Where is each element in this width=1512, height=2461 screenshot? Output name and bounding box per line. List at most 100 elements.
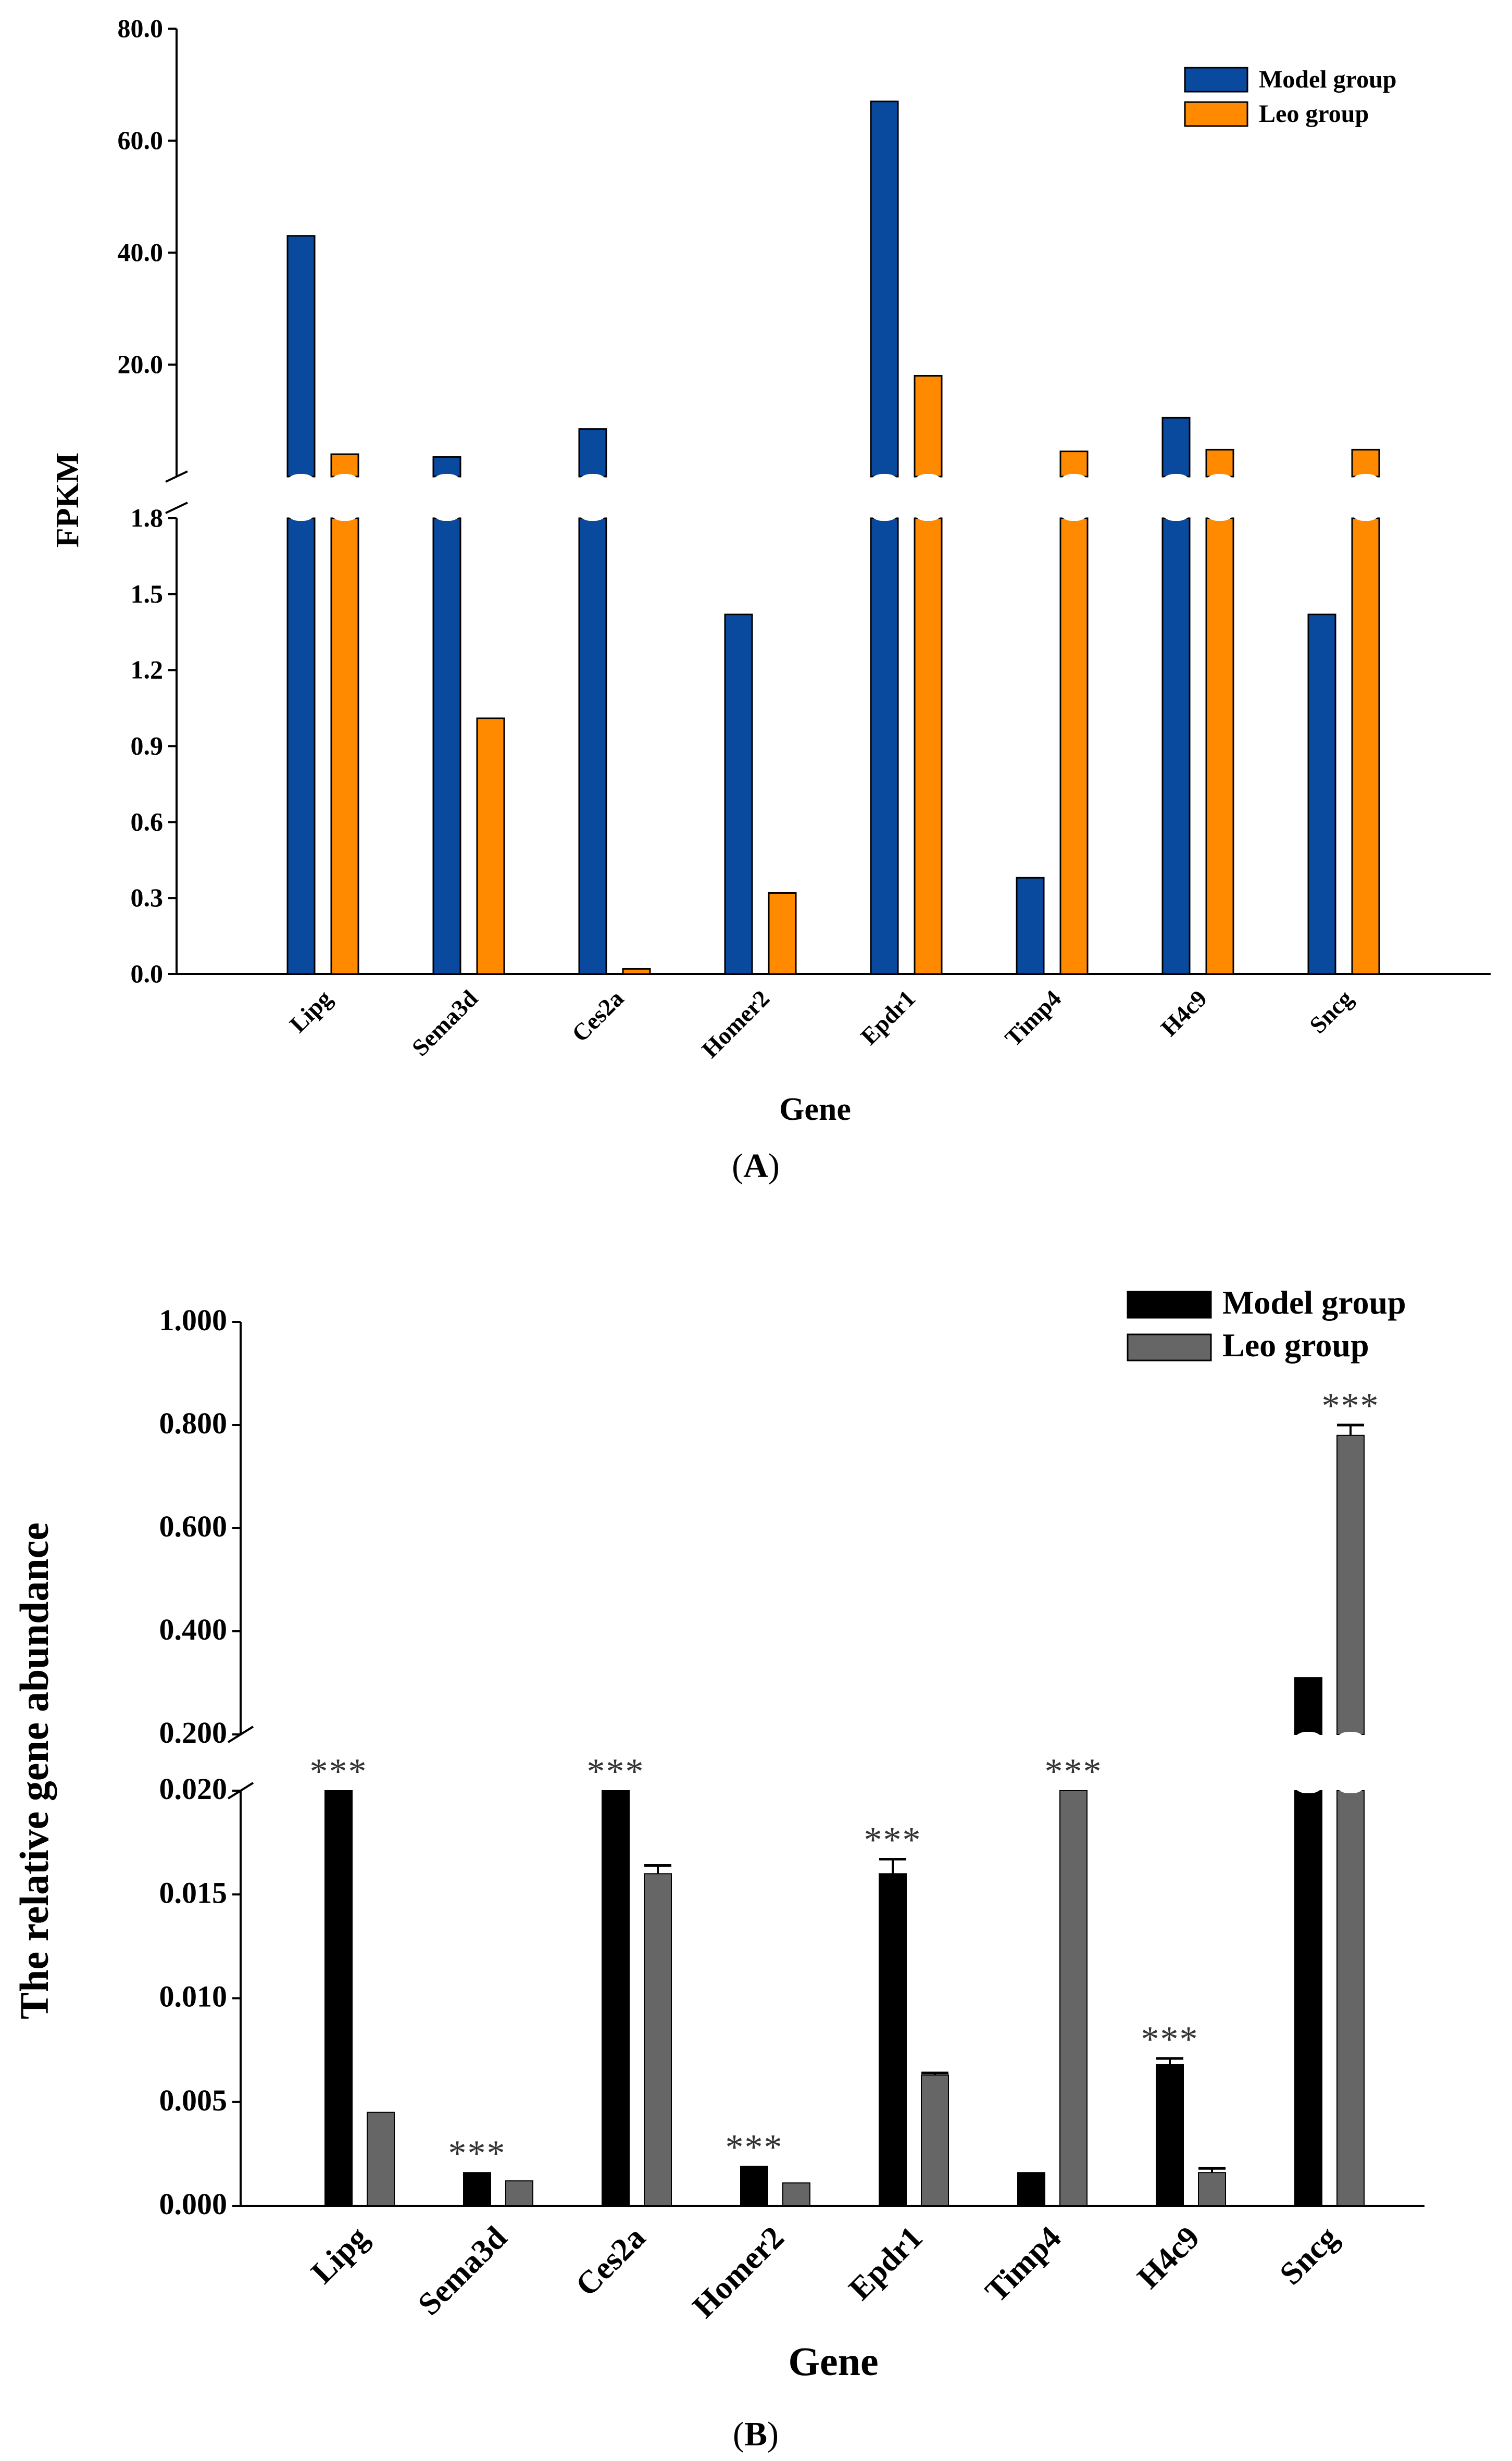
- chart-a-bar: [870, 101, 899, 478]
- chart-b-xtick-label: Homer2: [686, 2220, 791, 2325]
- chart-a-ytick-lower-label: 1.2: [131, 655, 164, 684]
- chart-a-xtick-label: H4c9: [1156, 985, 1212, 1041]
- chart-a-legend-label: Leo group: [1259, 100, 1369, 128]
- chart-a-bar-break: [283, 474, 319, 521]
- chart-b-xtick-label: Epdr1: [842, 2220, 929, 2307]
- chart-b-ytick-upper-label: 0.400: [159, 1613, 228, 1646]
- chart-a-bar: [914, 375, 943, 478]
- chart-a-bar-lower-segment: [1205, 517, 1234, 975]
- chart-a-xtick-label: Sema3d: [407, 985, 483, 1061]
- chart-a-bar-lower-segment: [914, 517, 943, 975]
- chart-b-significance-label: ***: [1322, 1386, 1380, 1426]
- chart-a-bar-break: [910, 474, 946, 521]
- chart-a-xtick-label: Epdr1: [855, 985, 920, 1050]
- chart-b-legend-label: Leo group: [1222, 1327, 1369, 1364]
- chart-a-break-mark-2: [165, 502, 188, 514]
- chart-b-significance-label: ***: [587, 1752, 645, 1792]
- chart-a-bar: [1059, 451, 1089, 478]
- chart-a-legend-label: Model group: [1259, 66, 1396, 93]
- chart-b-bar: [879, 1873, 907, 2206]
- chart-b-ytick-upper-label: 0.600: [159, 1509, 228, 1543]
- chart-a-legend-swatch: [1184, 101, 1248, 127]
- chart-b-ytick-lower-label: 0.005: [159, 2083, 228, 2117]
- chart-b-bar: [740, 2166, 768, 2207]
- chart-a-bar: [768, 892, 797, 975]
- chart-a-bar-lower-segment: [286, 517, 316, 975]
- chart-b-ytick-lower-label: 0.010: [159, 1980, 228, 2014]
- chart-b-bar-lower-segment: [1294, 1790, 1322, 2206]
- chart-b-bar: [1017, 2172, 1045, 2207]
- chart-a: Gene FPKM (A) 0.0 0.3 0.6 0.9 1.2 1.5 1.8 20.0 4…: [50, 14, 1491, 1185]
- chart-a-bar-break: [575, 474, 610, 521]
- chart-b-panel-label: (B): [733, 2415, 779, 2453]
- chart-a-bar: [724, 614, 753, 975]
- chart-b-bar: [505, 2180, 533, 2207]
- chart-b-legend-label: Model group: [1222, 1284, 1406, 1321]
- chart-b-significance-label: ***: [1045, 1752, 1103, 1792]
- chart-a-xtick-label: Sncg: [1304, 985, 1358, 1039]
- chart-a-ytick-lower-label: 0.0: [131, 959, 164, 988]
- chart-a-panel-label: (A): [732, 1147, 780, 1185]
- chart-a-ylabel: FPKM: [50, 453, 85, 548]
- chart-a-ytick-upper-label: 80.0: [118, 14, 164, 43]
- chart-a-bar-lower-segment: [578, 517, 607, 975]
- chart-b-ytick-lower-label: 0.020: [159, 1772, 228, 1806]
- chart-b-bar: [1294, 1677, 1322, 1735]
- chart-a-bar: [1307, 614, 1336, 975]
- chart-b-legend-swatch: [1127, 1291, 1212, 1319]
- chart-b-ytick-lower-label: 0.000: [159, 2187, 228, 2221]
- chart-a-ytick-upper-label: 20.0: [118, 349, 164, 379]
- chart-b-bar: [1059, 1790, 1088, 2206]
- chart-a-xtick-label: Lipg: [284, 985, 337, 1038]
- chart-a-bar-lower-segment: [1161, 517, 1191, 975]
- chart-b-bar-lower-segment: [1336, 1790, 1365, 2206]
- chart-a-ytick-lower-label: 0.9: [131, 731, 164, 760]
- chart-a-xtick-label: Homer2: [696, 985, 774, 1063]
- chart-a-ytick-lower-label: 1.5: [131, 579, 164, 608]
- chart-a-bar-break: [429, 474, 465, 521]
- chart-a-ytick-lower-label: 1.8: [131, 503, 164, 532]
- chart-b-significance-label: ***: [448, 2133, 506, 2173]
- chart-a-bar: [476, 717, 505, 975]
- chart-a-bar: [1016, 877, 1045, 975]
- chart-a-bar-lower-segment: [1351, 517, 1380, 975]
- chart-b-xtick-label: Timp4: [979, 2220, 1068, 2309]
- chart-a-ytick-lower-label: 0.3: [131, 883, 164, 912]
- chart-b-xtick-label: Sncg: [1273, 2220, 1345, 2292]
- chart-b-bar: [1336, 1434, 1365, 1735]
- chart-a-bar-break: [1158, 474, 1194, 521]
- chart-a-bar-lower-segment: [330, 517, 359, 975]
- chart-b-ytick-lower-label: 0.015: [159, 1876, 228, 1909]
- chart-a-xlabel: Gene: [779, 1092, 851, 1127]
- chart-a-bar: [1205, 448, 1234, 478]
- chart-a-ytick-upper-label: 60.0: [118, 126, 164, 155]
- chart-a-bar-break: [1348, 474, 1383, 521]
- chart-b-ytick-upper-label: 0.800: [159, 1406, 228, 1440]
- chart-a-bar-break: [1202, 474, 1238, 521]
- chart-b-bar: [602, 1790, 630, 2206]
- chart-a-bar: [330, 453, 359, 478]
- chart-a-bar-break: [327, 474, 363, 521]
- chart-b-bar: [463, 2172, 491, 2207]
- chart-b-ytick-upper-label: 0.200: [159, 1716, 228, 1750]
- chart-a-bar: [432, 456, 461, 478]
- chart-a-bar-break: [1056, 474, 1092, 521]
- chart-b-xtick-label: Lipg: [305, 2220, 376, 2291]
- chart-b-significance-label: ***: [310, 1752, 368, 1792]
- chart-b-xtick-label: H4c9: [1131, 2220, 1206, 2295]
- chart-a-legend-swatch: [1184, 67, 1248, 93]
- chart-b-bar: [782, 2182, 810, 2207]
- chart-b-bar: [324, 1790, 353, 2206]
- chart-a-bar-lower-segment: [870, 517, 899, 975]
- chart-b-bar: [921, 2074, 949, 2207]
- chart-a-bar: [286, 235, 316, 478]
- chart-a-bar: [578, 428, 607, 478]
- chart-a-bar-break: [867, 474, 902, 521]
- chart-b-ytick-upper-label: 1.000: [159, 1303, 228, 1337]
- chart-b-legend-swatch: [1127, 1333, 1212, 1361]
- chart-b-ylabel: The relative gene abundance: [11, 1522, 57, 2019]
- chart-a-xtick-label: Timp4: [999, 985, 1066, 1052]
- chart-a-ytick-upper-label: 40.0: [118, 238, 164, 267]
- chart-b-bar-break: [1333, 1732, 1368, 1793]
- chart-b-bar: [1198, 2172, 1226, 2207]
